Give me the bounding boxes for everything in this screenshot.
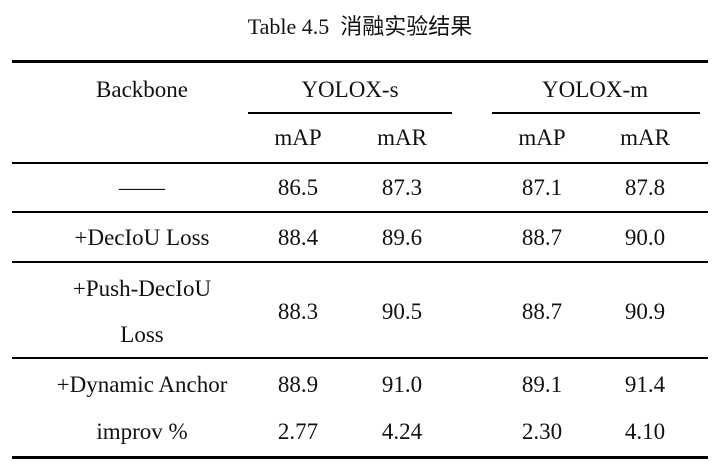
table-cell: 87.3 bbox=[381, 175, 423, 200]
top-rule bbox=[12, 60, 708, 63]
table-cell: 2.30 bbox=[521, 419, 563, 444]
table-title: Table 4.5 消融实验结果 bbox=[247, 14, 473, 39]
table-cell: 86.5 bbox=[277, 175, 319, 200]
row-rule bbox=[12, 211, 708, 213]
row-rule bbox=[12, 357, 708, 359]
table-cell: 88.7 bbox=[521, 225, 563, 250]
group-header: YOLOX-s bbox=[301, 77, 399, 102]
table-cell: 4.10 bbox=[624, 419, 666, 444]
row-rule bbox=[12, 162, 708, 164]
table-cell: 89.6 bbox=[381, 225, 423, 250]
table-cell: 88.4 bbox=[277, 225, 319, 250]
subheader-cell: mAR bbox=[377, 125, 427, 150]
subheader-cell: mAR bbox=[620, 125, 670, 150]
table-cell: 91.0 bbox=[381, 372, 423, 397]
bottom-rule bbox=[12, 456, 708, 459]
table-cell: 87.8 bbox=[624, 175, 666, 200]
table-cell: 88.3 bbox=[277, 299, 319, 324]
subheader-cell: mAP bbox=[518, 125, 566, 150]
row-label: improv % bbox=[96, 419, 188, 444]
table-cell: 89.1 bbox=[521, 372, 563, 397]
table-cell: 91.4 bbox=[624, 372, 666, 397]
table-cell: 90.0 bbox=[624, 225, 666, 250]
table-cell: 4.24 bbox=[381, 419, 423, 444]
table-cell: 88.7 bbox=[521, 299, 563, 324]
row-label: —— bbox=[119, 175, 165, 200]
header-cell: Backbone bbox=[96, 77, 188, 102]
group-header: YOLOX-m bbox=[541, 77, 649, 102]
row-label: +Dynamic Anchor bbox=[56, 372, 228, 397]
table-cell: 87.1 bbox=[521, 175, 563, 200]
row-label: +DecIoU Loss bbox=[74, 225, 210, 250]
group-rule bbox=[492, 112, 700, 114]
row-label: +Push-DecIoU Loss bbox=[72, 276, 212, 347]
row-rule bbox=[12, 261, 708, 263]
table-cell: 90.9 bbox=[624, 299, 666, 324]
group-rule bbox=[248, 112, 452, 114]
subheader-cell: mAP bbox=[274, 125, 322, 150]
table-cell: 2.77 bbox=[277, 419, 319, 444]
table-cell: 90.5 bbox=[381, 299, 423, 324]
table-cell: 88.9 bbox=[277, 372, 319, 397]
